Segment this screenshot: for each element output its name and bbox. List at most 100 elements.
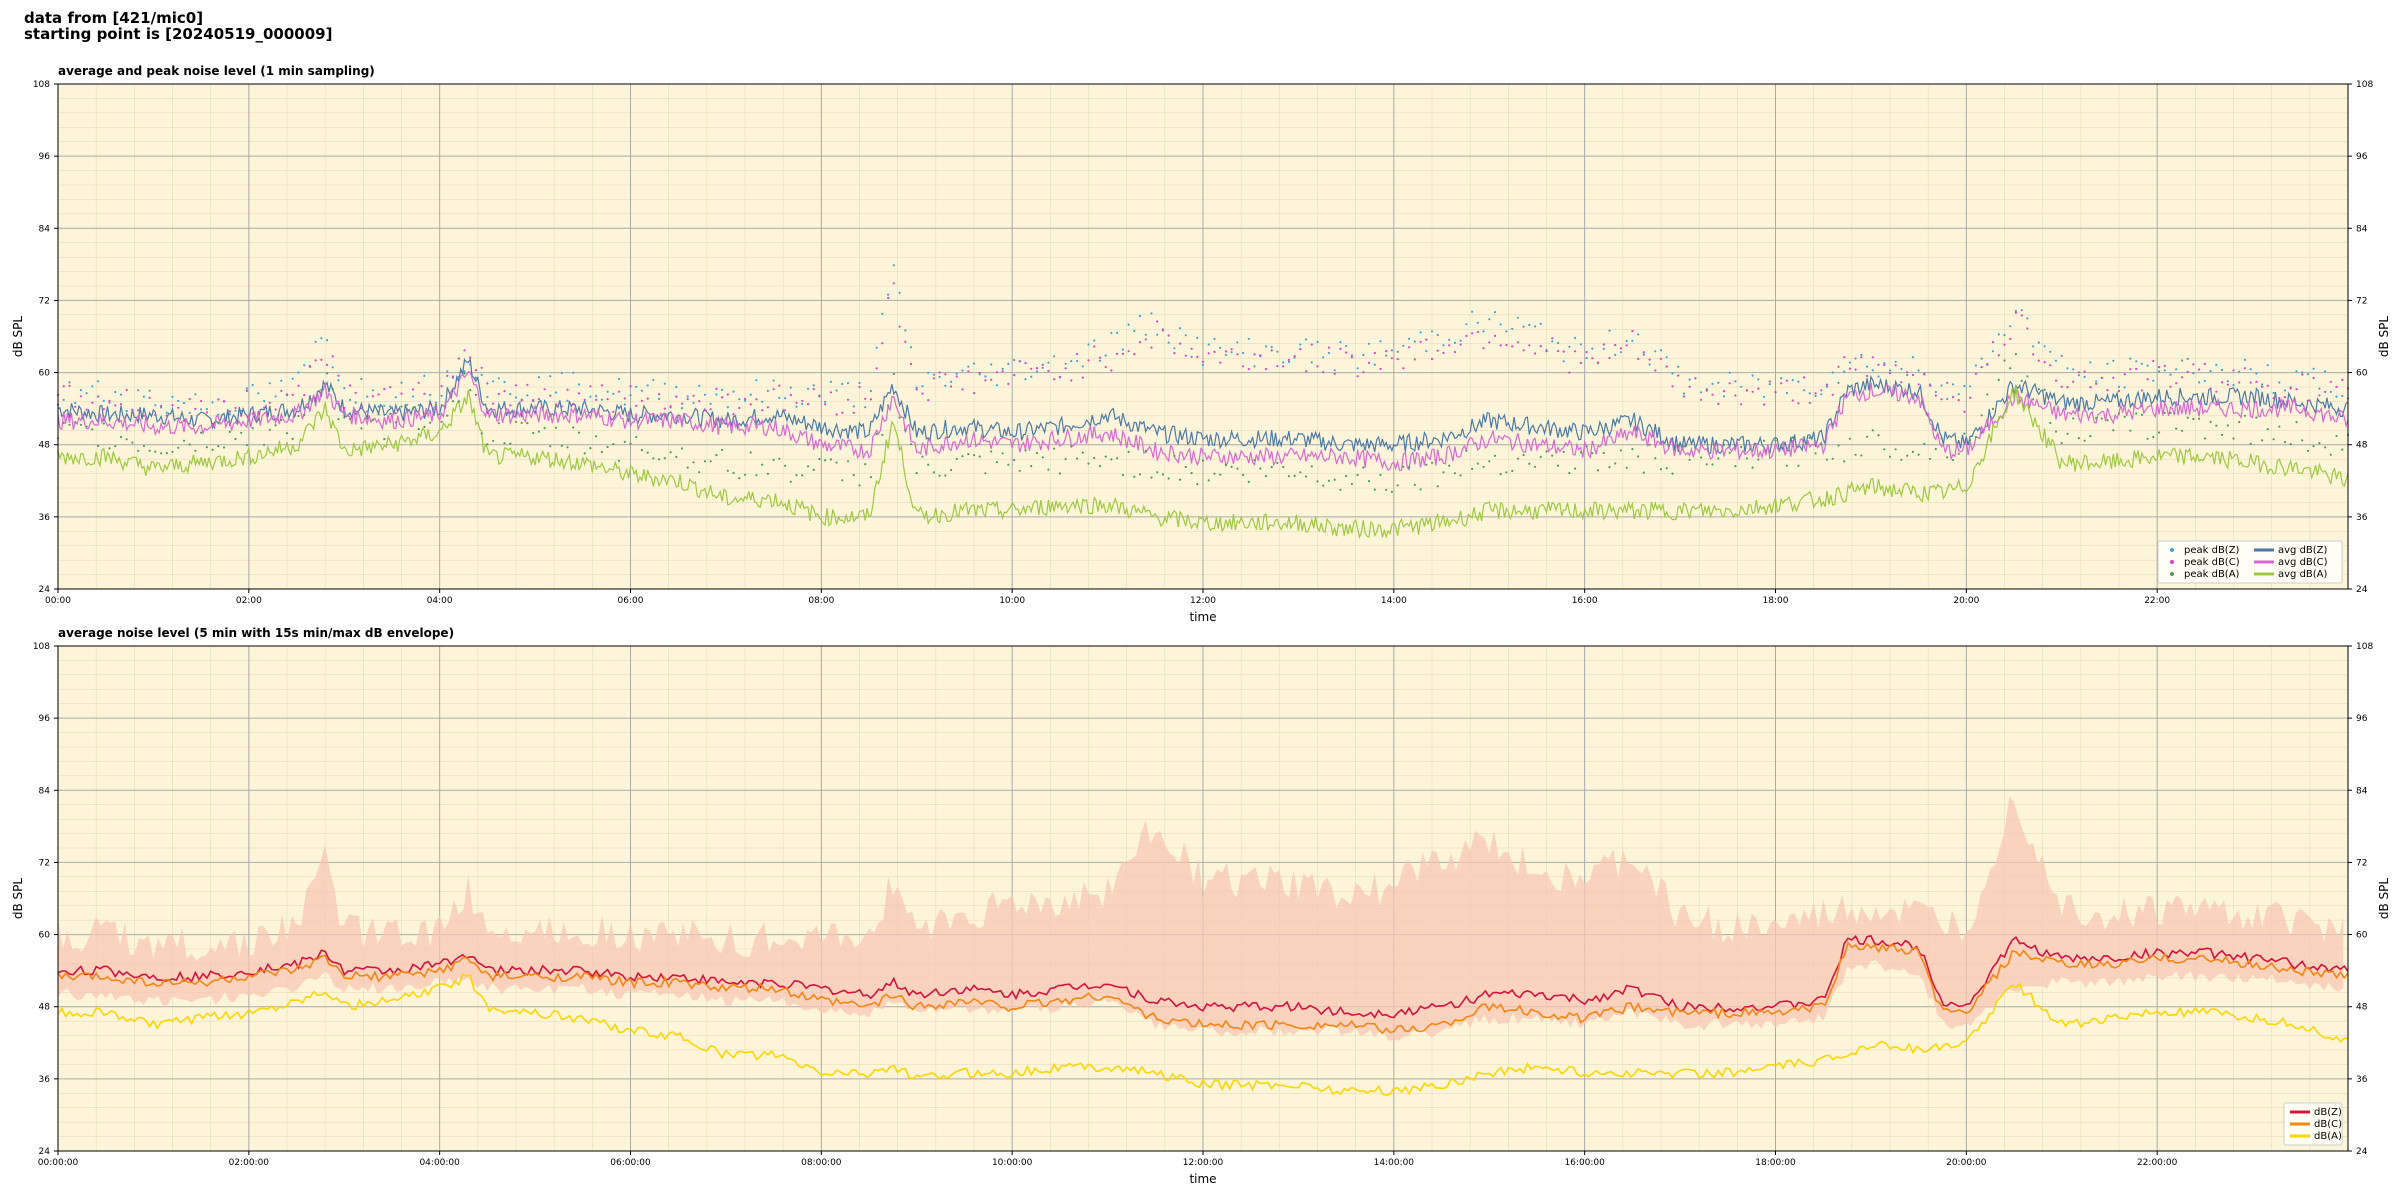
data-point (1116, 457, 1119, 460)
data-point (1682, 445, 1685, 448)
data-point (97, 380, 100, 383)
data-point (1173, 352, 1176, 355)
data-point (1413, 483, 1416, 486)
data-point (755, 398, 758, 401)
data-point (1453, 350, 1456, 354)
data-point (1362, 371, 1365, 374)
y-tick-label-right: 108 (2356, 80, 2373, 90)
data-point (1751, 466, 1754, 469)
data-point (474, 369, 477, 372)
data-point (1665, 365, 1668, 368)
data-point (2049, 364, 2052, 367)
data-point (1150, 346, 1153, 349)
data-point (1917, 369, 1920, 372)
data-point (1980, 414, 1983, 417)
data-point (2077, 371, 2080, 374)
data-point (2020, 314, 2023, 317)
data-point (411, 395, 415, 398)
data-point (474, 393, 477, 396)
data-point (841, 382, 844, 386)
data-point (1482, 465, 1485, 468)
data-point (646, 384, 649, 387)
data-point (360, 407, 363, 410)
data-point (1688, 378, 1691, 381)
data-point (864, 406, 867, 409)
data-point (268, 428, 271, 431)
data-point (1402, 465, 1405, 468)
data-point (1259, 354, 1262, 357)
data-point (1041, 366, 1044, 369)
data-point (1133, 353, 1136, 356)
data-point (887, 404, 890, 407)
data-point (1768, 450, 1771, 453)
data-point (2026, 375, 2029, 378)
data-point (1247, 368, 1250, 371)
data-point (1545, 350, 1548, 353)
data-point (555, 403, 558, 406)
data-point (532, 431, 535, 435)
data-point (1053, 355, 1056, 358)
legend: peak dB(Z)peak dB(C)peak dB(A)avg dB(Z)a… (2157, 540, 2343, 584)
data-point (1545, 450, 1548, 453)
y-tick-label-right: 72 (2356, 858, 2367, 868)
data-point (1081, 376, 1084, 379)
data-point (1419, 331, 1422, 334)
data-point (932, 373, 936, 376)
legend-label: avg dB(A) (2278, 569, 2328, 580)
data-point (1282, 465, 1285, 469)
data-point (2192, 363, 2195, 366)
data-point (1471, 310, 1474, 313)
data-point (1493, 311, 1497, 314)
series-db-a (57, 973, 2349, 1097)
data-point (675, 386, 678, 389)
data-point (1230, 465, 1233, 468)
data-point (2249, 368, 2252, 371)
data-point (1797, 402, 1800, 405)
data-point (1345, 344, 1348, 348)
data-point (2266, 428, 2269, 431)
data-point (1883, 363, 1886, 367)
data-point (2203, 437, 2206, 440)
data-point (1763, 439, 1766, 442)
data-point (314, 400, 317, 403)
data-point (978, 455, 981, 458)
y-tick-label-right: 84 (2356, 786, 2368, 796)
data-point (285, 393, 289, 396)
data-point (1596, 361, 1600, 364)
data-point (1047, 361, 1050, 364)
data-point (268, 382, 271, 385)
data-point (795, 401, 798, 404)
data-point (228, 413, 231, 416)
y-tick-label-right: 36 (2356, 513, 2368, 523)
data-point (566, 399, 569, 402)
data-point (2329, 380, 2332, 383)
data-point (749, 403, 752, 406)
series-peak-db-a (56, 353, 2350, 493)
data-point (2266, 384, 2269, 387)
data-point (1877, 434, 1880, 437)
data-point (2140, 362, 2143, 365)
data-point (480, 373, 483, 376)
data-point (1093, 339, 1096, 342)
series-db-c (57, 941, 2349, 1035)
data-point (2329, 390, 2332, 393)
data-point (1934, 447, 1937, 451)
data-point (1242, 473, 1245, 476)
data-point (709, 460, 712, 463)
data-point (2112, 429, 2115, 432)
data-point (1430, 357, 1434, 361)
data-point (950, 385, 953, 388)
data-point (1740, 385, 1743, 388)
data-point (1980, 366, 1983, 369)
data-point (852, 473, 855, 477)
data-point (1677, 374, 1680, 377)
data-point (663, 457, 666, 460)
data-point (68, 423, 71, 426)
data-point (526, 383, 529, 386)
data-point (1522, 453, 1525, 457)
data-point (1894, 448, 1897, 451)
data-point (2077, 374, 2080, 377)
data-point (1196, 355, 1199, 358)
data-point (1591, 347, 1594, 350)
data-point (1940, 398, 1943, 401)
